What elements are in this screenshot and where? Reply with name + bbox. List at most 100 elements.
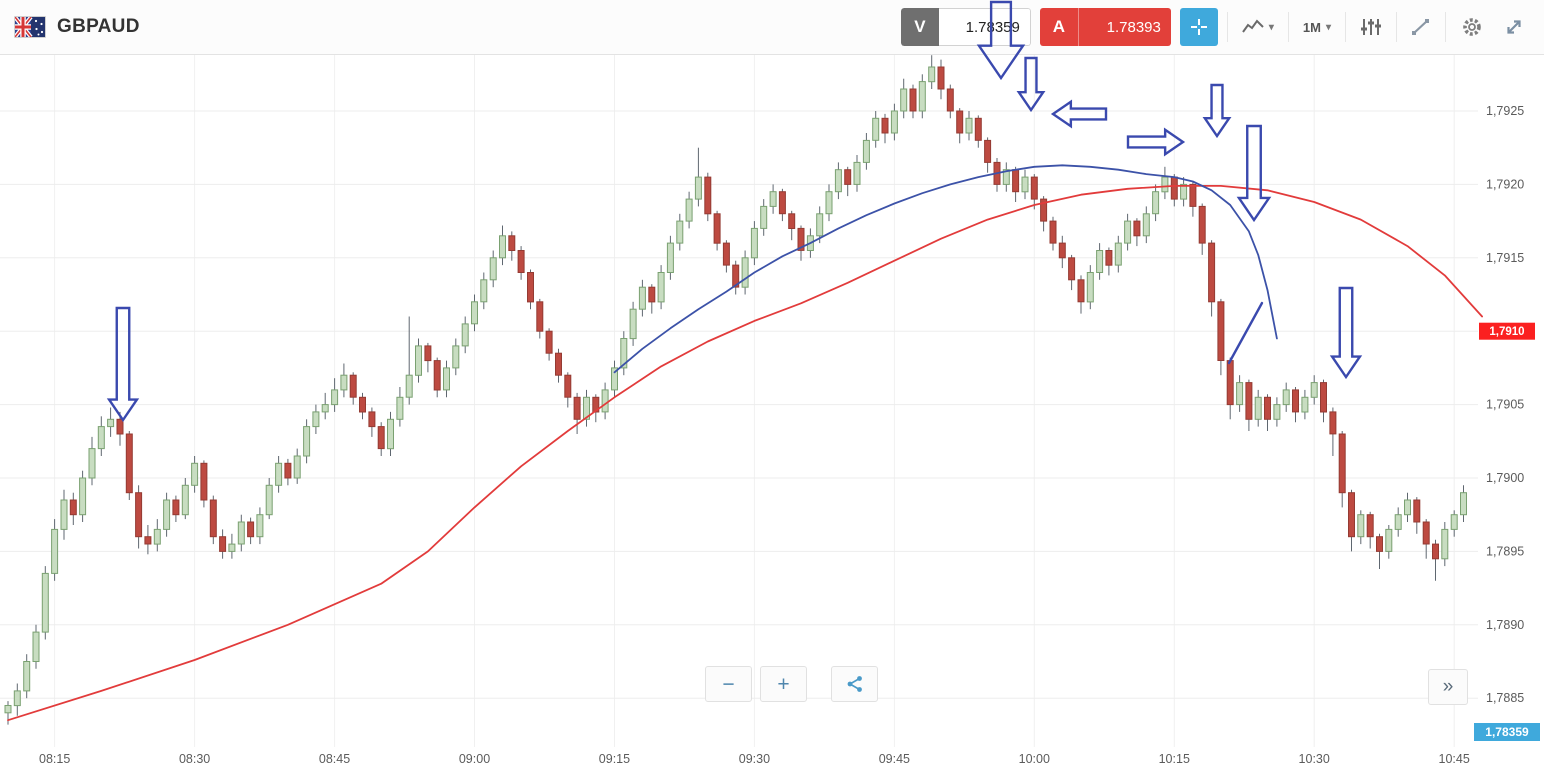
candle bbox=[984, 137, 992, 173]
candle bbox=[153, 519, 161, 552]
candle bbox=[555, 348, 562, 383]
buy-button[interactable]: A 1.78393 bbox=[1039, 8, 1171, 46]
candle bbox=[900, 78, 908, 119]
drawing-tools-button[interactable] bbox=[1406, 11, 1436, 43]
candle bbox=[1068, 254, 1076, 291]
buy-price: 1.78393 bbox=[1078, 8, 1171, 46]
candle bbox=[583, 389, 590, 427]
candle bbox=[1002, 162, 1010, 192]
time-axis-label: 08:15 bbox=[39, 752, 70, 766]
price-chart[interactable]: 1,7925 1,7920 1,7915 1,7910 1,7905 1,7900 1,78… bbox=[0, 55, 1544, 782]
candle bbox=[508, 231, 516, 261]
instrument-header: GBPAUD bbox=[14, 16, 140, 38]
expand-panel-button[interactable]: » bbox=[1428, 669, 1468, 705]
current-price-badge: 1,78359 bbox=[1474, 723, 1540, 741]
price-axis-label: 1,7925 bbox=[1486, 104, 1524, 118]
candle bbox=[228, 533, 236, 559]
time-axis-label: 09:45 bbox=[879, 752, 910, 766]
zoom-out-button[interactable]: − bbox=[705, 666, 752, 702]
candle bbox=[331, 378, 339, 412]
candle bbox=[1096, 243, 1104, 280]
time-axis: 08:15 08:30 08:45 09:00 09:15 09:30 09:45 10:00… bbox=[39, 752, 1470, 766]
candle bbox=[937, 59, 945, 100]
candle bbox=[275, 456, 283, 493]
toolbar-divider bbox=[1226, 12, 1228, 42]
candle bbox=[1152, 184, 1160, 222]
fullscreen-button[interactable] bbox=[1498, 10, 1530, 44]
candle bbox=[564, 372, 572, 408]
ma-fast-line bbox=[613, 164, 1278, 374]
time-axis-label: 08:45 bbox=[319, 752, 350, 766]
candle bbox=[1460, 485, 1467, 522]
candle bbox=[1273, 397, 1281, 427]
chevron-down-icon: ▾ bbox=[1268, 21, 1274, 33]
sell-button[interactable]: V 1.78359 bbox=[900, 8, 1031, 46]
candle bbox=[293, 448, 301, 484]
chart-type-dropdown[interactable]: ▾ bbox=[1237, 12, 1279, 42]
candle bbox=[620, 331, 628, 376]
settings-button[interactable] bbox=[1455, 9, 1489, 45]
candle bbox=[1030, 174, 1038, 210]
candle bbox=[1310, 375, 1318, 405]
fullscreen-icon bbox=[1507, 20, 1521, 34]
candle bbox=[956, 108, 964, 144]
chart-toolbar: V 1.78359 A 1.78393 ▾ 1M bbox=[900, 8, 1530, 46]
toolbar-divider bbox=[1287, 12, 1289, 42]
candle bbox=[219, 529, 227, 559]
candle bbox=[1236, 375, 1244, 412]
candle bbox=[881, 113, 889, 144]
candle bbox=[489, 250, 497, 288]
candle bbox=[107, 407, 115, 437]
candle bbox=[890, 103, 898, 141]
candle bbox=[1142, 206, 1150, 244]
ma-price-badge: 1,7910 bbox=[1479, 322, 1535, 340]
candle bbox=[778, 188, 786, 222]
candles-series bbox=[4, 55, 1467, 725]
candle bbox=[965, 111, 973, 141]
ma-slow-line bbox=[7, 184, 1483, 722]
candle bbox=[433, 357, 441, 398]
zoom-controls: − + bbox=[705, 666, 878, 702]
candle bbox=[88, 436, 96, 486]
candle bbox=[974, 115, 982, 148]
candle bbox=[638, 279, 646, 317]
toolbar-divider bbox=[1345, 12, 1346, 42]
candle bbox=[1441, 522, 1449, 567]
candle bbox=[732, 260, 740, 295]
candle bbox=[97, 416, 105, 456]
candle bbox=[1301, 389, 1309, 420]
time-axis-label: 10:45 bbox=[1439, 752, 1470, 766]
share-button[interactable] bbox=[831, 666, 878, 702]
candle bbox=[1058, 235, 1066, 269]
share-icon bbox=[847, 676, 862, 692]
sell-tag: V bbox=[900, 8, 939, 46]
price-axis-label: 1,7920 bbox=[1486, 177, 1524, 191]
candle bbox=[23, 654, 31, 699]
price-axis-label: 1,7905 bbox=[1486, 398, 1524, 412]
candle bbox=[13, 683, 21, 716]
candle bbox=[657, 265, 665, 310]
candle bbox=[760, 199, 768, 236]
candle bbox=[312, 404, 320, 434]
candle bbox=[1217, 298, 1225, 376]
candle bbox=[666, 235, 674, 280]
candle bbox=[545, 328, 553, 361]
candle bbox=[1376, 533, 1383, 569]
zoom-in-button[interactable]: + bbox=[760, 666, 807, 702]
candle bbox=[60, 489, 68, 540]
crosshair-button[interactable] bbox=[1179, 8, 1218, 46]
candle bbox=[1049, 216, 1057, 251]
timeframe-dropdown[interactable]: 1M ▾ bbox=[1298, 14, 1336, 41]
candle bbox=[1133, 218, 1141, 247]
candle bbox=[1161, 166, 1169, 200]
candle bbox=[1357, 510, 1365, 545]
candle bbox=[1170, 174, 1178, 207]
candle bbox=[321, 392, 329, 420]
svg-text:1,7910: 1,7910 bbox=[1489, 326, 1524, 338]
candle bbox=[825, 184, 833, 222]
time-axis-label: 10:00 bbox=[1019, 752, 1050, 766]
indicators-button[interactable] bbox=[1355, 11, 1387, 43]
candle bbox=[573, 392, 581, 434]
svg-text:1,78359: 1,78359 bbox=[1485, 725, 1529, 739]
candle bbox=[750, 221, 758, 266]
